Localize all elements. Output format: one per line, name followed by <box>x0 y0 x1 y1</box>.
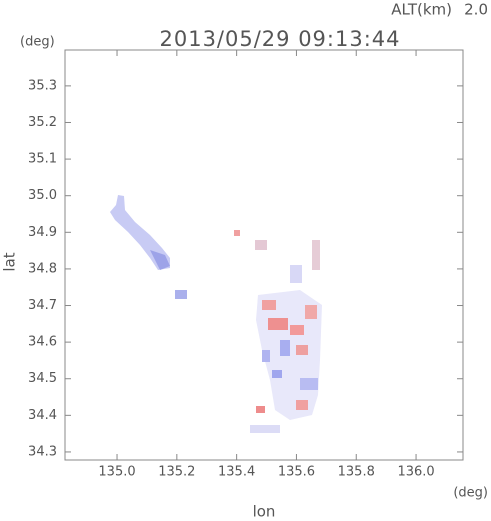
y-tick-label: 34.7 <box>28 298 57 313</box>
echo-blue <box>272 370 282 378</box>
y-tick-label: 35.0 <box>28 188 57 203</box>
echo-mixed <box>255 240 267 250</box>
y-tick-label: 34.6 <box>28 335 57 350</box>
y-axis-label: lat <box>1 252 19 271</box>
x-tick-label: 136.0 <box>397 465 434 480</box>
echo-red <box>262 300 276 310</box>
x-unit: (deg) <box>453 486 488 501</box>
echo-blue <box>110 195 170 270</box>
altitude: 2.0 <box>464 1 488 19</box>
y-unit: (deg) <box>20 35 55 50</box>
chart-title: 2013/05/29 09:13:44 <box>159 27 400 51</box>
y-tick-label: 34.9 <box>28 225 57 240</box>
plot-frame <box>64 49 464 461</box>
echo-blue <box>280 340 290 356</box>
y-tick-label: 35.1 <box>28 152 57 167</box>
echo-blue <box>300 378 318 390</box>
y-tick-label: 34.5 <box>28 371 57 386</box>
x-tick-label: 135.4 <box>218 465 255 480</box>
y-tick-label: 34.4 <box>28 408 57 423</box>
echo-mixed <box>312 240 320 270</box>
y-tick-label: 34.8 <box>28 261 57 276</box>
echo-red <box>256 406 265 413</box>
x-axis-label: lon <box>253 503 276 521</box>
echo-red <box>305 305 317 319</box>
echo-blue <box>150 250 170 270</box>
echo-red <box>234 230 240 236</box>
radar-echo <box>110 195 322 433</box>
echo-blue <box>250 425 280 433</box>
y-tick-label: 35.2 <box>28 115 57 130</box>
echo-blue <box>175 290 187 299</box>
x-tick-label: 135.6 <box>278 465 315 480</box>
echo-red <box>268 318 288 330</box>
x-tick-label: 135.8 <box>338 465 375 480</box>
y-tick-label: 34.3 <box>28 444 57 459</box>
altitude-label: ALT(km) <box>391 1 452 19</box>
echo-red <box>296 400 308 410</box>
echo-red <box>296 345 308 355</box>
echo-blue <box>290 265 302 283</box>
x-tick-label: 135.0 <box>98 465 135 480</box>
y-tick-label: 35.3 <box>28 78 57 93</box>
echo-red <box>290 325 304 335</box>
echo-blue <box>262 350 270 362</box>
x-tick-label: 135.2 <box>158 465 195 480</box>
